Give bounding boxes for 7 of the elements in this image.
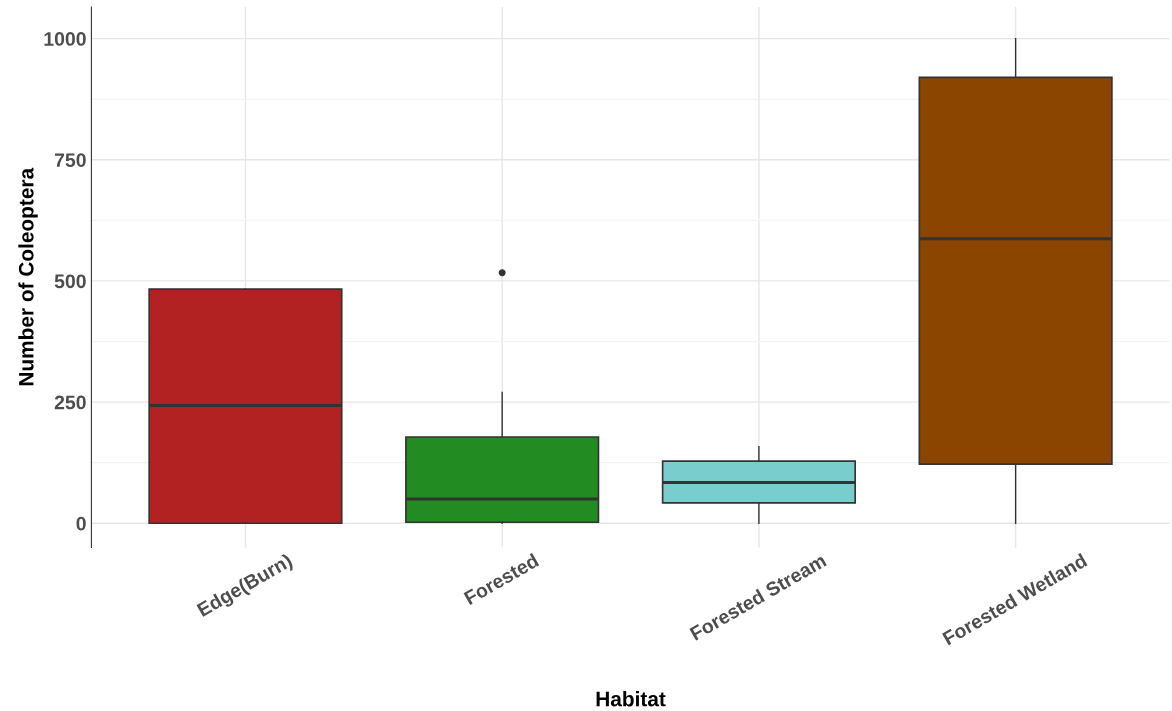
y-tick-label: 250 [54, 395, 86, 410]
y-tick-label: 1000 [44, 32, 86, 46]
y-tick-label: 750 [54, 153, 86, 167]
y-axis-title: Number of Coleoptera [18, 167, 38, 386]
y-tick-label: 0 [76, 516, 86, 531]
x-axis-title: Habitat [596, 691, 666, 707]
y-tick-label: 500 [54, 274, 86, 289]
